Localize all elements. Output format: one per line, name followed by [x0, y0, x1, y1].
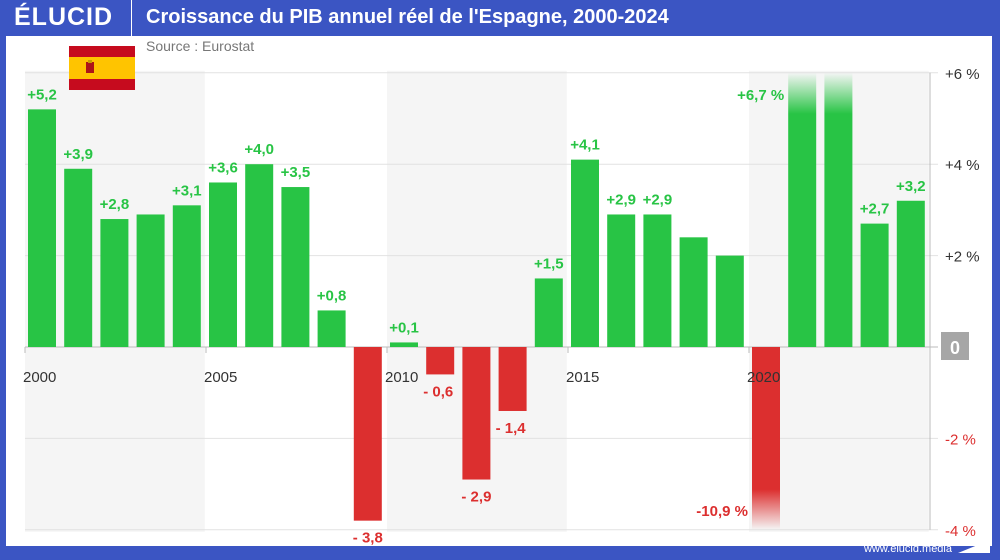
y-tick-label: -2 %: [945, 431, 976, 448]
website-footer: www.elucid.media: [863, 543, 952, 555]
y-tick-label: 0: [950, 338, 960, 358]
data-label: +2,9: [643, 191, 673, 208]
bar-2009: [353, 347, 382, 521]
bar-2004: [172, 205, 201, 347]
y-tick-label: +2 %: [945, 249, 980, 266]
y-tick-label: -4 %: [945, 523, 976, 540]
data-label: +4,0: [244, 141, 274, 158]
header: ÉLUCID Croissance du PIB annuel réel de …: [0, 0, 1000, 36]
bar-2012: [462, 347, 491, 480]
x-tick-label: 2020: [747, 369, 780, 386]
x-tick-label: 2010: [385, 369, 418, 386]
x-tick-label: 2000: [23, 369, 56, 386]
elucid-logo: ÉLUCID: [14, 3, 114, 31]
source-note: Source : Eurostat: [146, 38, 255, 54]
data-label: +3,9: [63, 146, 93, 163]
data-label: - 1,4: [496, 420, 527, 437]
bar-2018: [679, 237, 708, 347]
bar-2001: [64, 168, 93, 347]
x-tick-label: 2015: [566, 369, 599, 386]
data-label: +2,8: [100, 196, 130, 213]
data-label: +6,7 %: [737, 87, 784, 104]
elucid-mark-icon: [958, 540, 990, 553]
bar-2023: [860, 223, 889, 347]
data-label: +0,1: [389, 319, 419, 336]
bar-2003: [136, 214, 165, 347]
bar-2008: [317, 310, 346, 347]
data-label: - 3,8: [353, 530, 383, 547]
data-label: +2,7: [860, 201, 890, 218]
data-label: +5,2: [27, 86, 57, 103]
zero-box: [941, 332, 969, 360]
bar-2016: [607, 214, 636, 347]
bar-2020: [752, 347, 780, 530]
bar-2010: [390, 342, 418, 347]
data-label: +2,9: [606, 191, 636, 208]
bar-2014: [534, 278, 563, 347]
spain-flag-icon: [69, 46, 135, 90]
y-tick-label: +6 %: [945, 66, 980, 83]
data-label: +3,1: [172, 182, 202, 199]
data-label: - 2,9: [461, 489, 491, 506]
bar-2002: [100, 219, 129, 347]
data-label: +0,8: [317, 287, 347, 304]
data-label: -10,9 %: [696, 503, 748, 520]
bar-2019: [715, 255, 744, 347]
data-label: +1,5: [534, 255, 564, 272]
bar-2021: [788, 72, 817, 348]
data-label: +3,6: [208, 159, 238, 176]
data-label: +3,5: [281, 164, 311, 181]
chart-title: Croissance du PIB annuel réel de l'Espag…: [146, 6, 669, 28]
bar-2007: [281, 187, 310, 347]
bar-2017: [643, 214, 672, 347]
header-divider: [131, 0, 132, 36]
data-label: - 0,6: [423, 383, 453, 400]
bar-2011: [426, 347, 455, 375]
bar-2006: [245, 164, 274, 347]
bar-2013: [498, 347, 527, 411]
x-tick-label: 2005: [204, 369, 237, 386]
bar-2015: [571, 159, 599, 347]
data-label: +3,2: [896, 178, 926, 195]
bar-2024: [896, 200, 925, 347]
bar-2022: [824, 72, 853, 348]
bar-2005: [209, 182, 237, 347]
data-label: +4,1: [570, 137, 600, 154]
y-tick-label: +4 %: [945, 157, 980, 174]
bar-2000: [28, 109, 56, 347]
